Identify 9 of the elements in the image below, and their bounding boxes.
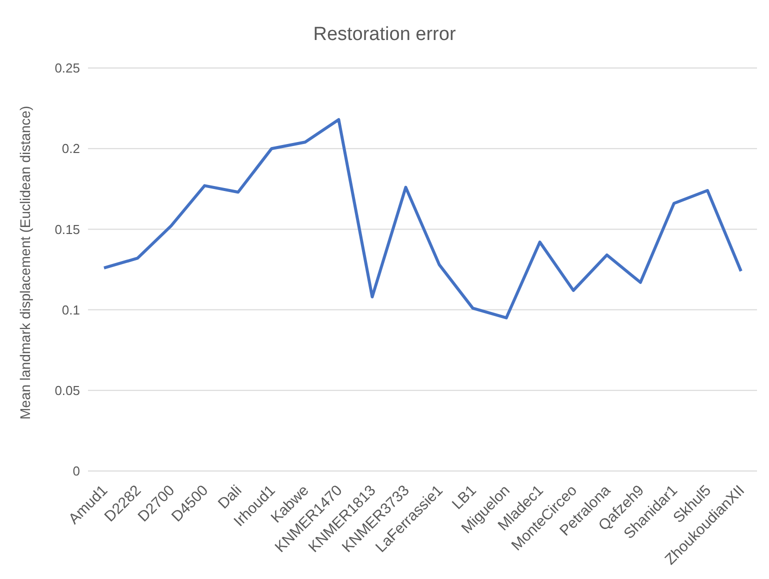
y-tick-label: 0.1: [62, 302, 80, 318]
y-tick-label: 0.25: [54, 60, 80, 76]
y-tick-label: 0.2: [62, 141, 80, 156]
y-tick-label: 0.05: [54, 383, 80, 398]
line-series: [102, 118, 742, 320]
y-axis-title: Mean landmark displacement (Euclidean distance): [16, 106, 33, 420]
y-tick-label: 0.15: [54, 222, 80, 237]
chart-title: Restoration error: [312, 24, 457, 46]
y-tick-label: 0: [72, 464, 80, 479]
